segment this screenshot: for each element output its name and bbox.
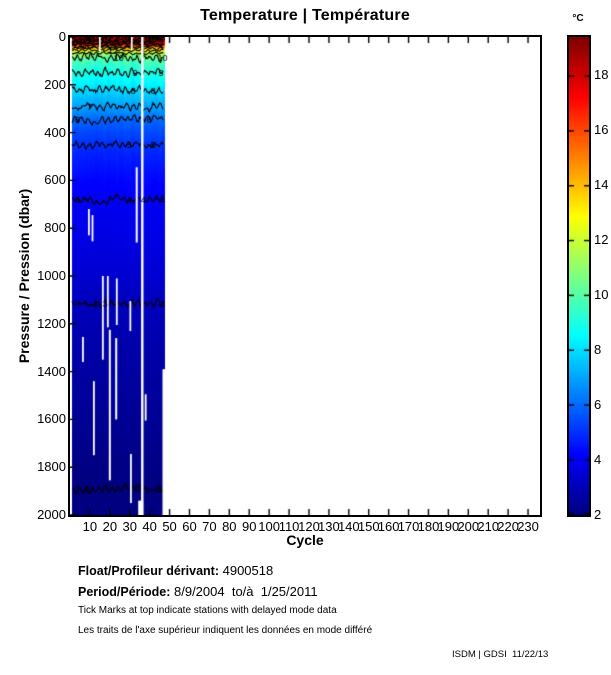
colorbar-gradient-canvas bbox=[569, 37, 589, 515]
x-tick-label: 210 bbox=[477, 519, 500, 534]
float-id-label: Float/Profileur dérivant: bbox=[78, 564, 219, 578]
colorbar-tick-label: 12 bbox=[594, 232, 609, 248]
period-line: Period/Période: 8/9/2004 to/à 1/25/2011 bbox=[78, 584, 372, 599]
y-tick-label: 1800 bbox=[37, 459, 66, 475]
x-tick-label: 30 bbox=[122, 519, 137, 534]
x-tick-label: 130 bbox=[318, 519, 340, 534]
x-tick-label: 150 bbox=[357, 519, 380, 534]
y-tick-label: 1600 bbox=[37, 411, 66, 427]
y-tick-label: 800 bbox=[44, 220, 66, 236]
x-tick-label: 40 bbox=[142, 519, 157, 534]
plot-area bbox=[68, 35, 542, 517]
y-tick-label: 1200 bbox=[37, 315, 66, 331]
x-tick-label: 100 bbox=[258, 519, 280, 534]
colorbar-tick-label: 4 bbox=[594, 452, 602, 468]
x-tick-label: 70 bbox=[202, 519, 217, 534]
x-tick-label: 110 bbox=[278, 519, 300, 534]
colorbar-tick-label: 2 bbox=[594, 507, 602, 522]
colorbar-tick-label: 18 bbox=[594, 67, 609, 83]
credit-stamp: ISDM | GDSI 11/22/13 bbox=[452, 649, 549, 660]
period-value: 8/9/2004 to/à 1/25/2011 bbox=[170, 584, 318, 599]
x-tick-label: 180 bbox=[417, 519, 440, 534]
y-tick-label: 400 bbox=[44, 124, 66, 140]
x-tick-label: 230 bbox=[517, 519, 539, 534]
colorbar-tick-label: 8 bbox=[594, 342, 602, 358]
x-tick-label: 160 bbox=[377, 519, 400, 534]
y-tick-label: 0 bbox=[58, 29, 66, 44]
delayed-mode-note-fr: Les traits de l'axe supérieur indiquent … bbox=[78, 625, 373, 636]
colorbar-tick-label: 14 bbox=[594, 177, 609, 193]
delayed-mode-note-en: Tick Marks at top indicate stations with… bbox=[78, 605, 337, 616]
chart-title: Temperature | Température bbox=[200, 7, 410, 24]
x-tick-label: 140 bbox=[337, 519, 360, 534]
period-label: Period/Période: bbox=[78, 585, 171, 599]
x-axis-label: Cycle bbox=[286, 532, 324, 548]
x-tick-label: 50 bbox=[162, 519, 177, 534]
x-tick-label: 120 bbox=[298, 519, 320, 534]
x-tick-label: 200 bbox=[457, 519, 480, 534]
x-tick-label: 80 bbox=[222, 519, 237, 534]
x-tick-label: 20 bbox=[102, 519, 118, 534]
footer-block: Float/Profileur dérivant: 4900518 Period… bbox=[78, 563, 372, 645]
x-tick-label: 10 bbox=[82, 519, 98, 534]
colorbar bbox=[567, 35, 591, 517]
x-tick-label: 60 bbox=[182, 519, 197, 534]
x-tick-label: 190 bbox=[437, 519, 460, 534]
x-tick-label: 90 bbox=[242, 519, 257, 534]
y-tick-label: 200 bbox=[44, 76, 66, 92]
x-tick-label: 170 bbox=[397, 519, 420, 534]
y-tick-label: 2000 bbox=[37, 507, 66, 522]
heatmap-contour-canvas bbox=[70, 37, 540, 515]
colorbar-tick-label: 10 bbox=[594, 287, 609, 303]
colorbar-unit-label: °C bbox=[572, 13, 584, 24]
y-tick-label: 1400 bbox=[37, 363, 66, 379]
colorbar-tick-label: 16 bbox=[594, 122, 609, 138]
x-tick-label: 220 bbox=[497, 519, 519, 534]
y-tick-label: 1000 bbox=[37, 268, 66, 283]
float-id-value: 4900518 bbox=[219, 563, 274, 578]
float-id-line: Float/Profileur dérivant: 4900518 bbox=[78, 563, 372, 578]
colorbar-tick-label: 6 bbox=[594, 397, 602, 413]
y-tick-label: 600 bbox=[44, 172, 66, 188]
